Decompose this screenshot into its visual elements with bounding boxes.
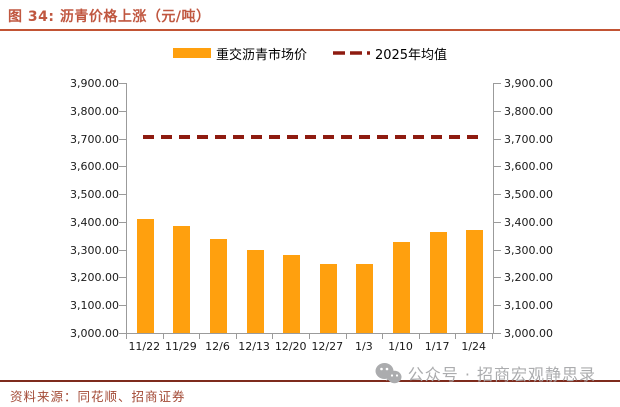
y-axis-label-right: 3,600.00 — [504, 160, 553, 174]
y-axis-tick — [493, 110, 501, 112]
y-axis-tick — [119, 194, 126, 196]
y-axis-tick — [119, 110, 126, 112]
bar — [283, 255, 301, 333]
x-axis-label: 1/10 — [388, 340, 413, 353]
y-axis-label-right: 3,300.00 — [504, 243, 553, 257]
x-axis-tick — [162, 334, 164, 339]
y-axis-label-left: 3,700.00 — [70, 132, 119, 146]
title-underline — [0, 29, 620, 31]
legend-item-mean: 2025年均值 — [332, 44, 448, 63]
y-axis-tick — [493, 166, 501, 168]
bar — [356, 263, 374, 333]
bar-chart: 3,900.00 3,900.00 3,800.00 3,800.00 3,700.00… — [0, 70, 620, 370]
y-axis-tick — [119, 305, 126, 307]
x-axis-tick — [309, 334, 310, 339]
bar — [429, 232, 447, 333]
y-axis-tick — [119, 277, 126, 279]
x-axis-label: 1/24 — [461, 340, 487, 353]
y-axis-label-right: 3,700.00 — [504, 132, 553, 146]
plot-area — [126, 83, 494, 334]
chart-legend: 重交沥青市场价 2025年均值 — [0, 44, 620, 63]
x-axis-label: 1/3 — [355, 340, 373, 353]
bar — [319, 263, 337, 333]
y-axis-label-right: 3,400.00 — [504, 215, 553, 229]
wechat-icon — [375, 362, 402, 385]
y-axis-label-left: 3,100.00 — [70, 299, 119, 313]
source-note: 资料来源：同花顺、招商证券 — [10, 389, 186, 404]
y-axis-label-right: 3,100.00 — [504, 299, 553, 313]
dashed-line-swatch-icon — [332, 51, 370, 55]
x-axis-label: 1/17 — [424, 340, 450, 353]
y-axis-label-left: 3,400.00 — [70, 215, 119, 229]
y-axis-label-right: 3,800.00 — [504, 104, 553, 118]
legend-label-mean: 2025年均值 — [374, 47, 448, 63]
x-axis-label: 12/20 — [274, 340, 307, 353]
y-axis-tick — [493, 194, 501, 196]
x-axis-tick — [126, 334, 127, 339]
y-axis-label-left: 3,200.00 — [70, 271, 119, 285]
y-axis-tick — [493, 221, 501, 223]
x-axis-label: 12/27 — [311, 340, 344, 353]
watermark-text: 公众号 · 招商宏观静思录 — [407, 365, 596, 384]
y-axis-label-left: 3,500.00 — [70, 188, 119, 202]
x-axis-tick — [235, 334, 237, 339]
y-axis-label-left: 3,300.00 — [70, 243, 119, 257]
y-axis-tick — [493, 305, 501, 307]
bar-swatch-icon — [172, 48, 211, 58]
y-axis-tick — [493, 83, 501, 84]
x-axis-tick — [492, 334, 493, 339]
y-axis-tick — [493, 138, 501, 140]
y-axis-tick — [493, 277, 501, 279]
bar — [466, 229, 484, 333]
x-axis-tick — [272, 334, 274, 339]
x-axis-tick — [455, 334, 457, 339]
watermark: 公众号 · 招商宏观静思录 — [375, 361, 596, 385]
y-axis-label-left: 3,800.00 — [70, 104, 119, 118]
y-axis-tick — [119, 333, 126, 334]
y-axis-tick — [119, 166, 126, 168]
bar — [246, 250, 264, 333]
x-axis-tick — [418, 334, 420, 339]
legend-label-market-price: 重交沥青市场价 — [215, 47, 307, 63]
y-axis-tick — [119, 221, 126, 223]
bar — [173, 225, 191, 333]
x-axis-tick — [382, 334, 384, 339]
x-axis-label: 11/22 — [128, 340, 161, 353]
y-axis-label-right: 3,900.00 — [504, 77, 553, 90]
y-axis-tick — [493, 249, 501, 251]
y-axis-label-left: 3,900.00 — [70, 77, 119, 90]
y-axis-label-right: 3,200.00 — [504, 271, 553, 285]
x-axis-label: 12/13 — [238, 340, 270, 353]
bar — [210, 238, 227, 333]
bar — [393, 241, 410, 333]
figure-title: 图 34: 沥青价格上涨（元/吨） — [8, 9, 211, 25]
mean-dashed-line — [143, 135, 481, 139]
x-axis-tick — [199, 334, 201, 339]
y-axis-label-right: 3,500.00 — [504, 188, 553, 202]
x-axis-label: 11/29 — [165, 340, 197, 353]
y-axis-label-left: 3,600.00 — [70, 160, 119, 174]
x-axis-tick — [345, 334, 347, 339]
footer-rule — [0, 380, 620, 382]
y-axis-tick — [119, 249, 126, 251]
y-axis-tick — [119, 138, 126, 140]
x-axis-label: 12/6 — [205, 340, 230, 353]
legend-item-market-price: 重交沥青市场价 — [172, 44, 307, 63]
y-axis-tick — [493, 333, 501, 334]
y-axis-tick — [119, 83, 126, 84]
bar — [136, 219, 154, 333]
y-axis-label-left: 3,000.00 — [70, 327, 119, 340]
y-axis-label-right: 3,000.00 — [504, 327, 553, 340]
